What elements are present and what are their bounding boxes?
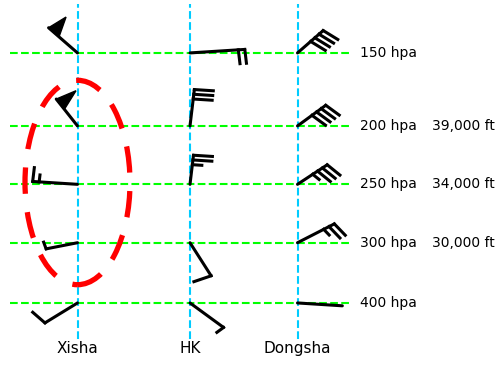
Text: 150 hpa: 150 hpa (360, 46, 417, 60)
Text: 200 hpa: 200 hpa (360, 119, 417, 133)
Text: Xisha: Xisha (56, 341, 98, 356)
Text: 30,000 ft: 30,000 ft (432, 236, 495, 250)
Text: 300 hpa: 300 hpa (360, 236, 417, 250)
Polygon shape (48, 17, 66, 37)
Text: HK: HK (179, 341, 201, 356)
Text: Dongsha: Dongsha (264, 341, 331, 356)
Text: 39,000 ft: 39,000 ft (432, 119, 496, 133)
Text: 400 hpa: 400 hpa (360, 296, 417, 310)
Text: 34,000 ft: 34,000 ft (432, 177, 495, 191)
Polygon shape (56, 91, 76, 110)
Text: 250 hpa: 250 hpa (360, 177, 417, 191)
